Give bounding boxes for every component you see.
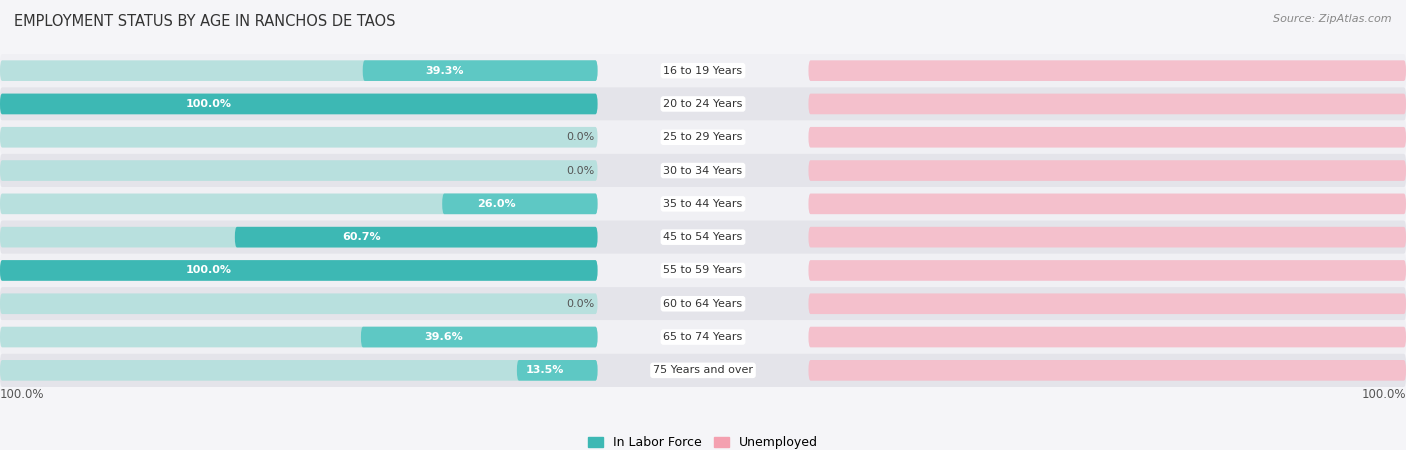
FancyBboxPatch shape	[0, 354, 1406, 387]
Text: EMPLOYMENT STATUS BY AGE IN RANCHOS DE TAOS: EMPLOYMENT STATUS BY AGE IN RANCHOS DE T…	[14, 14, 395, 28]
FancyBboxPatch shape	[808, 194, 1406, 214]
FancyBboxPatch shape	[0, 260, 598, 281]
FancyBboxPatch shape	[363, 60, 598, 81]
Legend: In Labor Force, Unemployed: In Labor Force, Unemployed	[583, 431, 823, 450]
FancyBboxPatch shape	[0, 260, 598, 281]
FancyBboxPatch shape	[235, 227, 598, 248]
Text: 39.3%: 39.3%	[426, 66, 464, 76]
Text: 0.0%: 0.0%	[565, 132, 593, 142]
FancyBboxPatch shape	[808, 227, 1406, 248]
Text: 30 to 34 Years: 30 to 34 Years	[664, 166, 742, 176]
Text: 60.7%: 60.7%	[343, 232, 381, 242]
FancyBboxPatch shape	[0, 94, 598, 114]
Text: 0.0%: 0.0%	[565, 299, 593, 309]
FancyBboxPatch shape	[808, 360, 1406, 381]
FancyBboxPatch shape	[517, 360, 598, 381]
Text: 35 to 44 Years: 35 to 44 Years	[664, 199, 742, 209]
FancyBboxPatch shape	[0, 327, 598, 347]
FancyBboxPatch shape	[361, 327, 598, 347]
FancyBboxPatch shape	[0, 127, 598, 148]
Text: 26.0%: 26.0%	[477, 199, 516, 209]
FancyBboxPatch shape	[0, 320, 1406, 354]
Text: 45 to 54 Years: 45 to 54 Years	[664, 232, 742, 242]
FancyBboxPatch shape	[0, 194, 598, 214]
Text: 20 to 24 Years: 20 to 24 Years	[664, 99, 742, 109]
Text: Source: ZipAtlas.com: Source: ZipAtlas.com	[1274, 14, 1392, 23]
FancyBboxPatch shape	[808, 293, 1406, 314]
Text: 100.0%: 100.0%	[186, 99, 232, 109]
FancyBboxPatch shape	[0, 154, 1406, 187]
FancyBboxPatch shape	[808, 60, 1406, 81]
FancyBboxPatch shape	[0, 227, 598, 248]
Text: 0.0%: 0.0%	[565, 166, 593, 176]
FancyBboxPatch shape	[0, 220, 1406, 254]
FancyBboxPatch shape	[808, 94, 1406, 114]
Text: 55 to 59 Years: 55 to 59 Years	[664, 266, 742, 275]
Text: 13.5%: 13.5%	[526, 365, 564, 375]
FancyBboxPatch shape	[0, 293, 598, 314]
FancyBboxPatch shape	[441, 194, 598, 214]
Text: 16 to 19 Years: 16 to 19 Years	[664, 66, 742, 76]
FancyBboxPatch shape	[0, 287, 1406, 320]
Text: 100.0%: 100.0%	[0, 388, 45, 401]
FancyBboxPatch shape	[0, 360, 598, 381]
Text: 100.0%: 100.0%	[186, 266, 232, 275]
FancyBboxPatch shape	[808, 160, 1406, 181]
FancyBboxPatch shape	[0, 94, 598, 114]
Text: 39.6%: 39.6%	[425, 332, 463, 342]
FancyBboxPatch shape	[0, 121, 1406, 154]
FancyBboxPatch shape	[0, 87, 1406, 121]
FancyBboxPatch shape	[808, 127, 1406, 148]
Text: 100.0%: 100.0%	[1361, 388, 1406, 401]
FancyBboxPatch shape	[0, 54, 1406, 87]
FancyBboxPatch shape	[0, 254, 1406, 287]
FancyBboxPatch shape	[0, 160, 598, 181]
Text: 60 to 64 Years: 60 to 64 Years	[664, 299, 742, 309]
Text: 65 to 74 Years: 65 to 74 Years	[664, 332, 742, 342]
Text: 75 Years and over: 75 Years and over	[652, 365, 754, 375]
FancyBboxPatch shape	[0, 187, 1406, 220]
Text: 25 to 29 Years: 25 to 29 Years	[664, 132, 742, 142]
FancyBboxPatch shape	[0, 60, 598, 81]
FancyBboxPatch shape	[808, 260, 1406, 281]
FancyBboxPatch shape	[808, 327, 1406, 347]
